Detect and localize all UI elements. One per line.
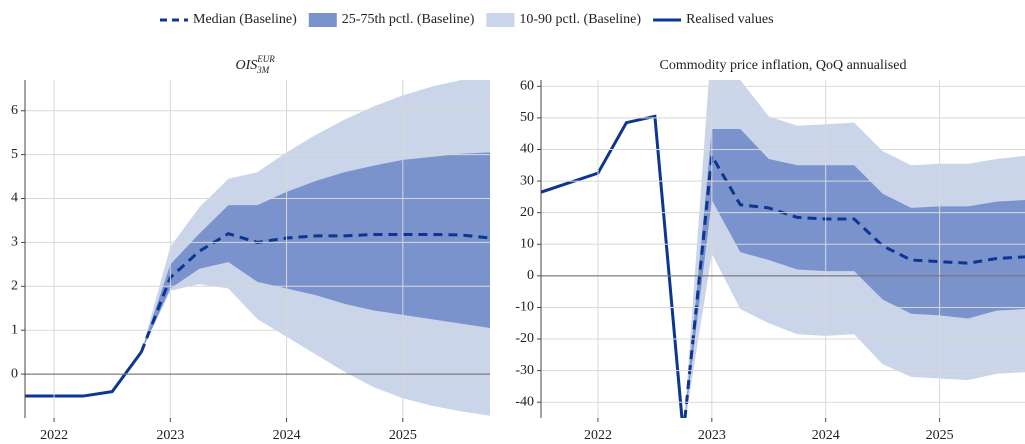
- title-sup: EUR: [256, 54, 275, 64]
- x-tick-label: 2024: [812, 428, 840, 443]
- plot-area: [541, 80, 1025, 418]
- x-tick-label: 2023: [156, 428, 184, 443]
- y-tick-label: 2: [11, 279, 18, 294]
- y-tick-label: 0: [527, 268, 534, 283]
- x-tick-label: 2025: [389, 428, 417, 443]
- y-tick-label: 20: [520, 205, 534, 220]
- y-tick-label: 0: [11, 366, 18, 381]
- y-tick-label: -20: [515, 331, 534, 346]
- y-tick-label: -10: [515, 300, 534, 315]
- title-sub: 3M: [256, 65, 270, 75]
- plot-area: [25, 80, 490, 416]
- y-tick-label: -40: [515, 394, 534, 409]
- legend-swatch: [486, 13, 515, 27]
- y-tick-label: 3: [11, 235, 18, 250]
- chart-title: OISEUR 3M: [236, 54, 276, 75]
- y-tick-label: 1: [11, 322, 18, 337]
- x-tick-label: 2025: [926, 428, 954, 443]
- x-tick-label: 2024: [273, 428, 301, 443]
- y-tick-label: 40: [520, 142, 534, 157]
- title-main: OIS: [236, 58, 258, 73]
- y-tick-label: 60: [520, 79, 534, 94]
- y-tick-label: 10: [520, 236, 534, 251]
- legend-label: Median (Baseline): [193, 12, 297, 27]
- y-tick-label: 6: [11, 103, 18, 118]
- median-line: [139, 232, 490, 353]
- x-tick-label: 2022: [584, 428, 612, 443]
- y-tick-label: -30: [515, 363, 534, 378]
- legend-label: 10-90 pctl. (Baseline): [519, 12, 641, 27]
- y-tick-label: 30: [520, 173, 534, 188]
- x-tick-label: 2023: [698, 428, 726, 443]
- legend-label: 25-75th pctl. (Baseline): [342, 12, 475, 27]
- y-tick-label: 5: [11, 147, 18, 162]
- median-line: [683, 151, 1025, 418]
- legend-label: Realised values: [686, 12, 773, 27]
- legend-swatch: [308, 13, 337, 27]
- y-tick-label: 50: [520, 110, 534, 125]
- x-tick-label: 2022: [40, 428, 68, 443]
- chart-title: Commodity price inflation, QoQ annualise…: [660, 58, 907, 73]
- band: [684, 128, 1025, 418]
- y-tick-label: 4: [11, 191, 18, 206]
- realised-line: [25, 351, 143, 398]
- realised-line: [541, 114, 684, 418]
